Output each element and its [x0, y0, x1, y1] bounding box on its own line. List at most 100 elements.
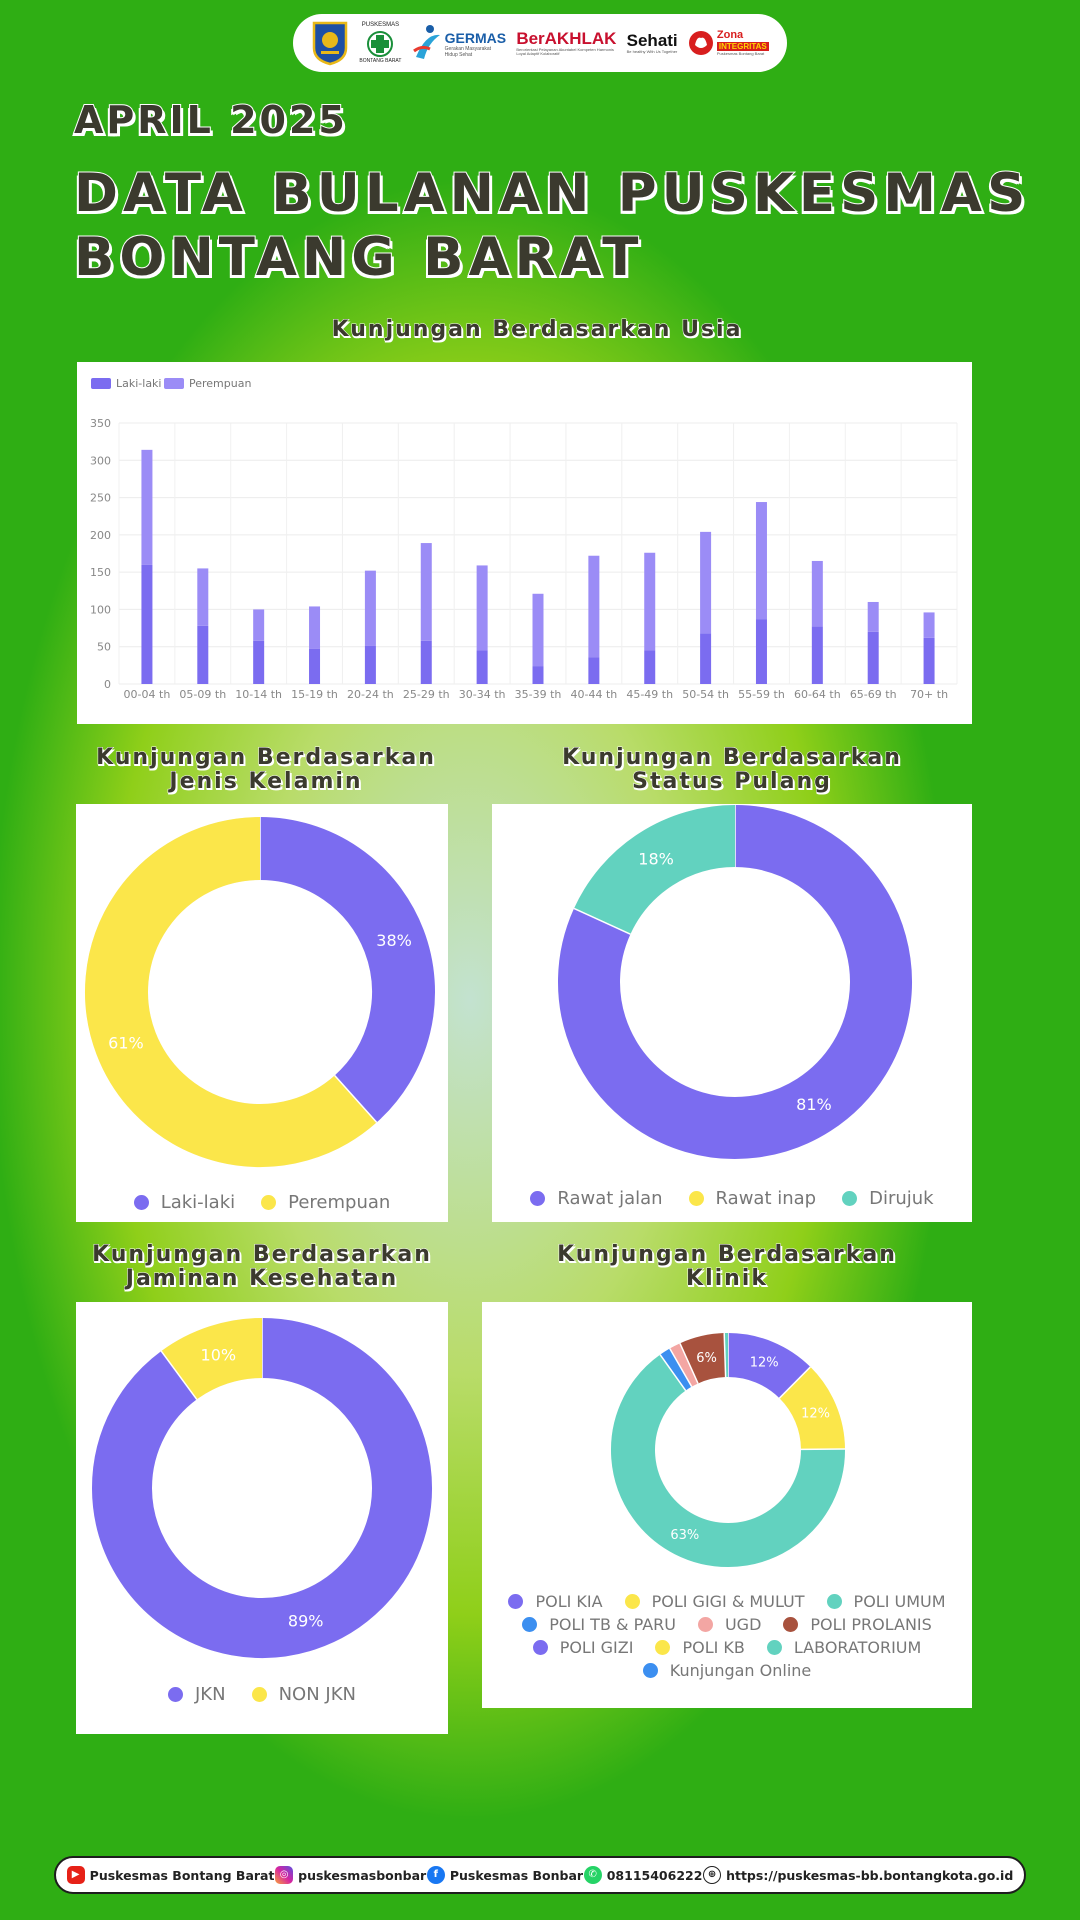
age-ytick-label: 100 [90, 603, 111, 616]
age-xtick-label: 00-04 th [124, 688, 171, 701]
age-bar-15-19 th-Perempuan [309, 606, 321, 649]
insurance-legend-item: NON JKN [251, 1684, 356, 1705]
status-legend-dot [530, 1191, 546, 1206]
footer-website-text: https://puskesmas-bb.bontangkota.go.id [726, 1867, 1014, 1883]
insurance-legend-item: JKN [168, 1684, 226, 1705]
age-xtick-label: 05-09 th [179, 688, 226, 701]
status-donut-chart: 81% 18% [558, 805, 912, 1159]
clinic-legend-dot [624, 1594, 640, 1609]
insurance-chart-title-line1: Kunjungan Berdasarkan [92, 1242, 432, 1267]
age-bar-70+ th-Laki-laki [923, 637, 935, 684]
footer-instagram[interactable]: ◎ puskesmasbonbar [275, 1866, 426, 1884]
clinic-legend-item: Kunjungan Online [642, 1661, 811, 1680]
logo-bar: PUSKESMAS BONTANG BARAT GERMAS Gerakan M… [293, 14, 787, 72]
puskesmas-logo: PUSKESMAS BONTANG BARAT [359, 22, 401, 64]
age-xtick-label: 15-19 th [291, 688, 338, 701]
clinic-legend-label: POLI KB [682, 1638, 745, 1657]
clinic-slice-2 [611, 1354, 845, 1567]
age-xtick-label: 25-29 th [403, 688, 450, 701]
gender-legend-dot [133, 1195, 149, 1210]
age-bar-30-34 th-Perempuan [476, 565, 488, 651]
clinic-legend-label: LABORATORIUM [793, 1638, 922, 1657]
insurance-legend: JKN NON JKN [76, 1684, 448, 1705]
age-xtick-label: 40-44 th [570, 688, 617, 701]
status-chart-title-line1: Kunjungan Berdasarkan [562, 745, 902, 770]
gender-donut-chart: 38% 61% [85, 817, 435, 1167]
age-bar-10-14 th-Perempuan [253, 609, 265, 641]
age-bar-45-49 th-Perempuan [644, 552, 656, 651]
age-bar-30-34 th-Laki-laki [476, 650, 488, 684]
gender-slice-0 [259, 817, 435, 1123]
gender-chart-title-line1: Kunjungan Berdasarkan [96, 745, 436, 770]
age-ytick-label: 350 [90, 417, 111, 430]
insurance-chart-title: Kunjungan Berdasarkan Jaminan Kesehatan [76, 1242, 448, 1291]
clinic-legend-dot [783, 1617, 799, 1632]
clinic-legend-dot [826, 1594, 842, 1609]
gender-chart-title-line2: Jenis Kelamin [169, 769, 363, 794]
clinic-legend-dot [508, 1594, 524, 1609]
clinic-slice-3 [660, 1348, 692, 1391]
clinic-legend-label: POLI KIA [535, 1592, 603, 1611]
globe-icon: ⊕ [703, 1866, 722, 1884]
clinic-legend-label: POLI GIGI & MULUT [651, 1592, 805, 1611]
age-bar-55-59 th-Perempuan [755, 502, 767, 620]
age-xtick-label: 20-24 th [347, 688, 394, 701]
clinic-slice-0 [727, 1333, 811, 1399]
sehati-subtext: Be healthy With Us Together [626, 48, 678, 54]
age-xtick-label: 30-34 th [459, 688, 506, 701]
clinic-separator [679, 1343, 699, 1384]
footer-whatsapp-text: 08115406222 [606, 1867, 703, 1883]
footer-facebook[interactable]: f Puskesmas Bonbar [426, 1866, 584, 1884]
zona-subtext: Puskesmas Bontang Barat [716, 50, 765, 56]
clinic-legend-item: POLI TB & PARU [522, 1615, 676, 1634]
footer-website[interactable]: ⊕ https://puskesmas-bb.bontangkota.go.id [703, 1866, 1013, 1884]
clinic-separator [778, 1366, 811, 1399]
age-chart-title: Kunjungan Berdasarkan Usia [331, 317, 743, 342]
status-separator [573, 907, 631, 935]
clinic-legend-label: POLI PROLANIS [810, 1615, 932, 1634]
status-legend-item: Rawat inap [688, 1188, 816, 1209]
clinic-legend: POLI KIA POLI GIGI & MULUT POLI UMUM POLI T… [482, 1592, 972, 1680]
clinic-legend-label: POLI UMUM [853, 1592, 946, 1611]
age-bar-10-14 th-Laki-laki [253, 640, 265, 684]
insurance-legend-dot [251, 1687, 267, 1702]
insurance-slice-1 [161, 1318, 263, 1400]
age-ytick-label: 0 [104, 678, 111, 691]
clinic-legend-item: POLI KB [655, 1638, 745, 1657]
clinic-separator [659, 1354, 687, 1391]
age-bar-15-19 th-Laki-laki [309, 648, 321, 684]
age-legend-label-1: Perempuan [189, 377, 251, 390]
status-chart-title: Kunjungan Berdasarkan Status Pulang [492, 745, 972, 794]
footer-facebook-text: Puskesmas Bonbar [449, 1867, 584, 1883]
clinic-chart-title-line1: Kunjungan Berdasarkan [557, 1242, 897, 1267]
status-value-label-2: 18% [638, 850, 674, 869]
age-bar-55-59 th-Laki-laki [755, 619, 767, 684]
clinic-value-label-2: 63% [670, 1528, 699, 1543]
insurance-chart-panel: 89% 10% JKN NON JKN [76, 1302, 448, 1734]
facebook-icon: f [426, 1866, 445, 1884]
clinic-value-label-0: 12% [750, 1355, 779, 1370]
clinic-legend-label: POLI GIZI [559, 1638, 634, 1657]
clinic-separator [723, 1333, 727, 1378]
clinic-legend-dot [766, 1640, 782, 1655]
berakhlak-logo: BerAKHLAK Berorientasi Pelayanan Akuntab… [516, 30, 616, 57]
clinic-legend-item: POLI GIZI [532, 1638, 634, 1657]
age-ytick-label: 250 [90, 492, 111, 505]
age-bar-00-04 th-Laki-laki [141, 564, 153, 684]
status-legend-item: Dirujuk [842, 1188, 934, 1209]
age-bar-20-24 th-Perempuan [364, 570, 376, 646]
footer-youtube[interactable]: ▶ Puskesmas Bontang Barat [66, 1866, 274, 1884]
clinic-chart-title-line2: Klinik [686, 1266, 768, 1291]
status-legend: Rawat jalan Rawat inap Dirujuk [492, 1188, 972, 1209]
insurance-value-label-1: 10% [201, 1345, 237, 1364]
footer-whatsapp[interactable]: ✆ 08115406222 [583, 1866, 703, 1884]
clinic-legend-item: POLI GIGI & MULUT [624, 1592, 805, 1611]
clinic-legend-item: POLI KIA [508, 1592, 603, 1611]
insurance-legend-label: JKN [195, 1684, 226, 1705]
age-bar-35-39 th-Laki-laki [532, 666, 544, 684]
clinic-legend-dot [532, 1640, 548, 1655]
clinic-slice-4 [669, 1343, 699, 1387]
puskesmas-logo-bottom-text: BONTANG BARAT [359, 57, 402, 64]
status-slice-2 [574, 805, 736, 936]
clinic-legend-item: POLI PROLANIS [783, 1615, 932, 1634]
